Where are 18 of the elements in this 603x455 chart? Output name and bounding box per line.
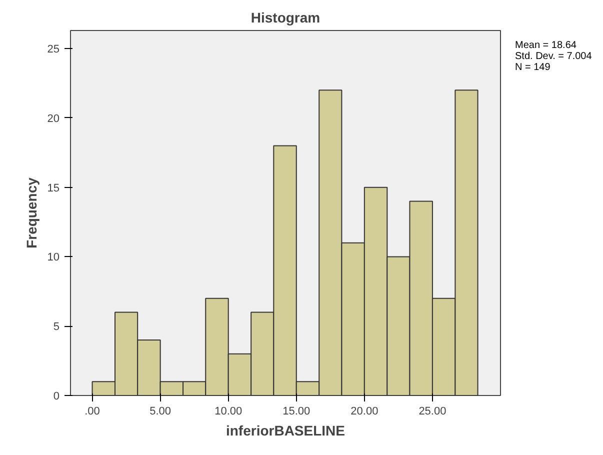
y-tick-label: 5 xyxy=(53,321,60,334)
y-tick-label: 20 xyxy=(47,112,60,125)
x-tick-label: 5.00 xyxy=(150,406,172,418)
y-tick-label: 10 xyxy=(47,252,60,264)
x-tick-label: 15.00 xyxy=(282,406,310,418)
text: Mean = 18.64 xyxy=(515,40,576,51)
chart-title: Histogram xyxy=(250,10,320,26)
text: N = 149 xyxy=(515,62,550,73)
y-tick-label: 15 xyxy=(47,182,60,194)
y-tick-label: 0 xyxy=(53,390,60,402)
y-axis-title: Frequency xyxy=(23,177,40,248)
text: Std. Dev. = 7.004 xyxy=(515,51,592,62)
x-axis-title: inferiorBASELINE xyxy=(226,422,346,438)
x-tick-label: 25.00 xyxy=(418,406,446,418)
x-tick-label: .00 xyxy=(84,406,100,418)
x-tick-label: 10.00 xyxy=(214,406,242,418)
x-tick-label: 20.00 xyxy=(350,406,378,418)
y-tick-label: 25 xyxy=(47,44,60,56)
